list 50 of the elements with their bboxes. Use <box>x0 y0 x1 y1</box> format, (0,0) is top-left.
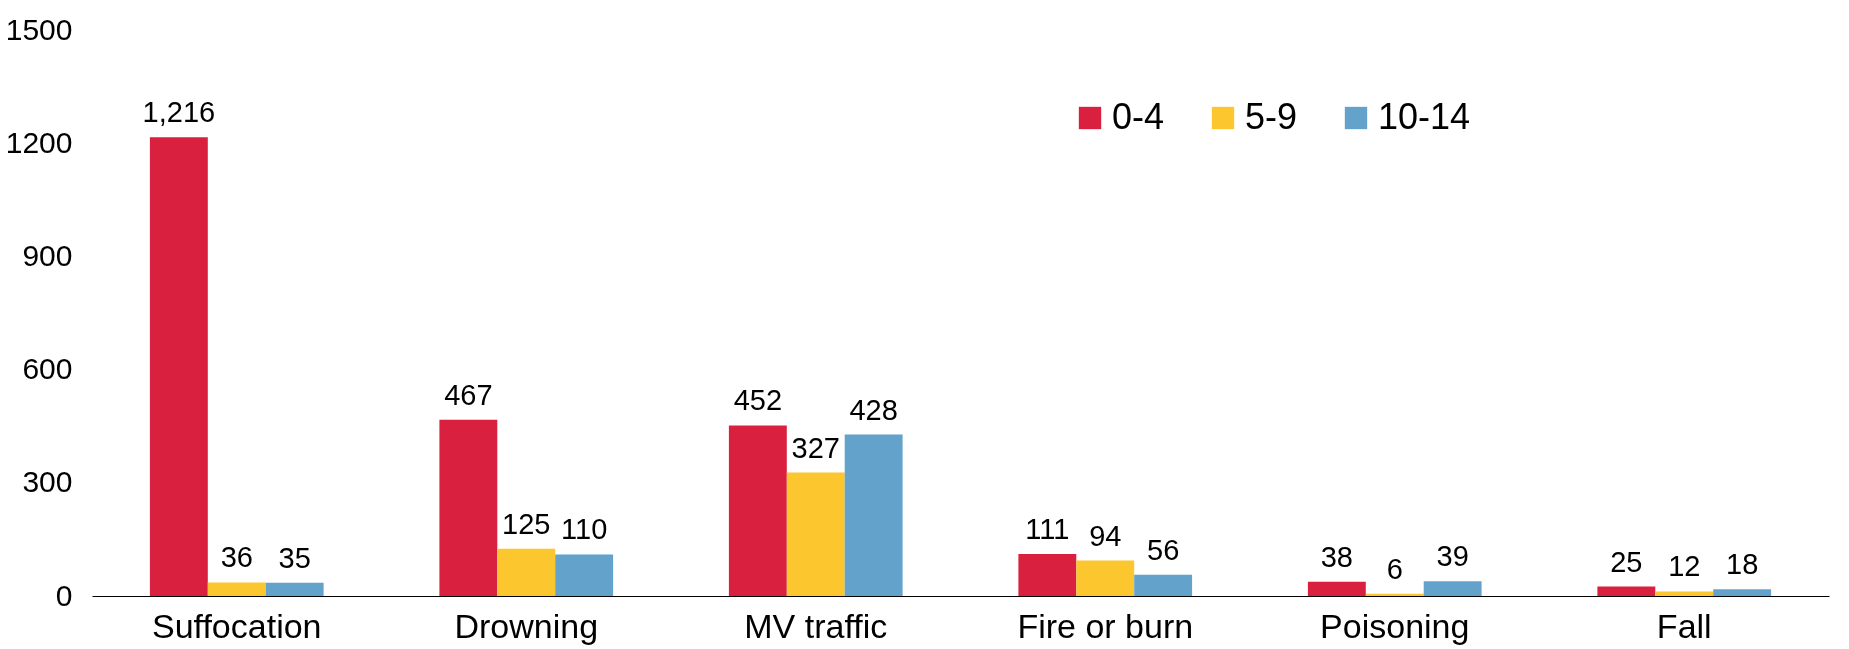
data-label: 428 <box>849 393 898 426</box>
legend-label: 0-4 <box>1112 96 1165 137</box>
bar <box>207 582 266 596</box>
bar <box>555 554 614 596</box>
x-tick-label: Fire or burn <box>1017 606 1194 645</box>
data-label: 25 <box>1610 545 1643 578</box>
data-label: 111 <box>1025 513 1070 546</box>
bar <box>1597 586 1656 596</box>
x-tick-label: Fall <box>1656 606 1712 645</box>
data-label: 125 <box>502 507 551 540</box>
data-label: 6 <box>1386 552 1403 585</box>
y-tick-label: 1500 <box>5 12 73 46</box>
bar <box>497 548 556 596</box>
y-tick-label: 300 <box>22 465 73 499</box>
y-tick-label: 1200 <box>5 125 73 159</box>
x-tick-label: MV traffic <box>744 606 888 645</box>
bar <box>1655 591 1714 596</box>
bar <box>844 434 903 596</box>
bar <box>439 419 498 596</box>
bar <box>1018 554 1077 596</box>
bar <box>1713 589 1772 596</box>
bar <box>1423 581 1482 596</box>
bar <box>1134 574 1193 596</box>
bar <box>1076 560 1135 596</box>
y-tick-label: 600 <box>22 352 73 386</box>
x-tick-label: Poisoning <box>1320 606 1470 645</box>
x-tick-label: Drowning <box>454 606 599 645</box>
legend-label: 5-9 <box>1245 96 1298 137</box>
data-label: 110 <box>561 513 608 546</box>
y-tick-label: 900 <box>22 238 73 272</box>
legend-label: 10-14 <box>1378 96 1471 137</box>
data-label: 18 <box>1726 548 1759 581</box>
data-label: 452 <box>733 384 783 417</box>
data-label: 38 <box>1320 540 1353 573</box>
x-tick-label: Suffocation <box>151 606 322 645</box>
bar <box>1307 581 1366 596</box>
data-label: 1,216 <box>142 96 216 129</box>
data-label: 327 <box>791 431 840 464</box>
data-label: 94 <box>1089 519 1122 552</box>
data-label: 39 <box>1436 540 1469 573</box>
bar <box>728 425 787 596</box>
data-label: 56 <box>1147 533 1180 566</box>
data-label: 35 <box>278 541 311 574</box>
bar <box>265 582 324 596</box>
data-label: 36 <box>220 541 253 574</box>
bar <box>149 137 208 596</box>
y-tick-label: 0 <box>55 578 73 612</box>
bar <box>786 472 845 596</box>
data-label: 467 <box>444 378 493 411</box>
data-label: 12 <box>1668 550 1701 583</box>
